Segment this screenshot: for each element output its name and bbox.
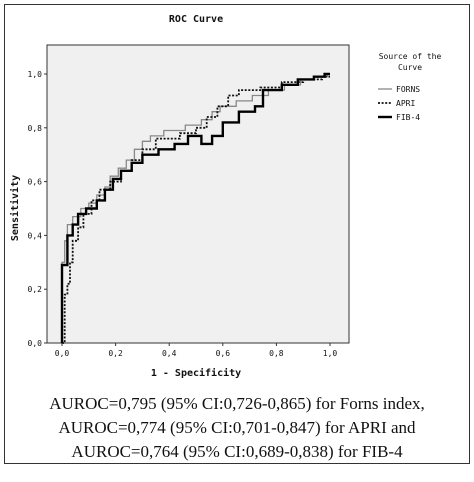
- series-line-fib-4: [60, 72, 330, 343]
- x-axis: 0,0 0,2 0,4 0,6 0,8 1,0: [55, 343, 338, 358]
- x-tick-label: 0,4: [162, 349, 177, 358]
- caption-line-3: AUROC=0,764 (95% CI:0,689-0,838) for FIB…: [71, 442, 403, 461]
- plot-area: [46, 44, 350, 344]
- x-tick-label: 1,0: [323, 349, 338, 358]
- x-tick-label: 0,2: [108, 349, 123, 358]
- x-axis-label: 1 - Specificity: [151, 367, 241, 379]
- x-tick-label: 0,8: [269, 349, 284, 358]
- x-tick-label: 0,0: [55, 349, 70, 358]
- y-tick-label: 0,2: [28, 285, 43, 294]
- roc-chart: ROC Curve 0,00,20,40,60,81,0 0,0 0,2 0,4 0,…: [9, 14, 441, 379]
- legend-label: APRI: [396, 99, 415, 108]
- series-line-apri: [62, 75, 330, 344]
- y-tick-label: 0,4: [28, 231, 43, 240]
- legend: Source of the Curve FORNS APRI FIB-4: [378, 52, 441, 122]
- y-tick-label: 0,8: [28, 124, 43, 133]
- y-tick-label: 0,6: [28, 178, 43, 187]
- chart-title: ROC Curve: [169, 14, 223, 25]
- y-axis: 0,0 0,2 0,4 0,6 0,8 1,0: [28, 70, 47, 348]
- y-axis-label: Sensitivity: [9, 175, 21, 241]
- roc-series: [60, 72, 330, 344]
- x-tick-label: 0,6: [216, 349, 231, 358]
- caption-line-1: AUROC=0,795 (95% CI:0,726-0,865) for For…: [49, 394, 425, 413]
- legend-title-line1: Source of the: [379, 52, 442, 61]
- caption-line-2: AUROC=0,774 (95% CI:0,701-0,847) for APR…: [58, 418, 416, 437]
- legend-label: FIB-4: [396, 113, 420, 122]
- y-tick-label: 0,0: [28, 339, 43, 348]
- figure-frame: [4, 4, 470, 464]
- legend-title-line2: Curve: [398, 63, 422, 72]
- y-tick-label: 1,0: [28, 70, 43, 79]
- legend-label: FORNS: [396, 85, 420, 94]
